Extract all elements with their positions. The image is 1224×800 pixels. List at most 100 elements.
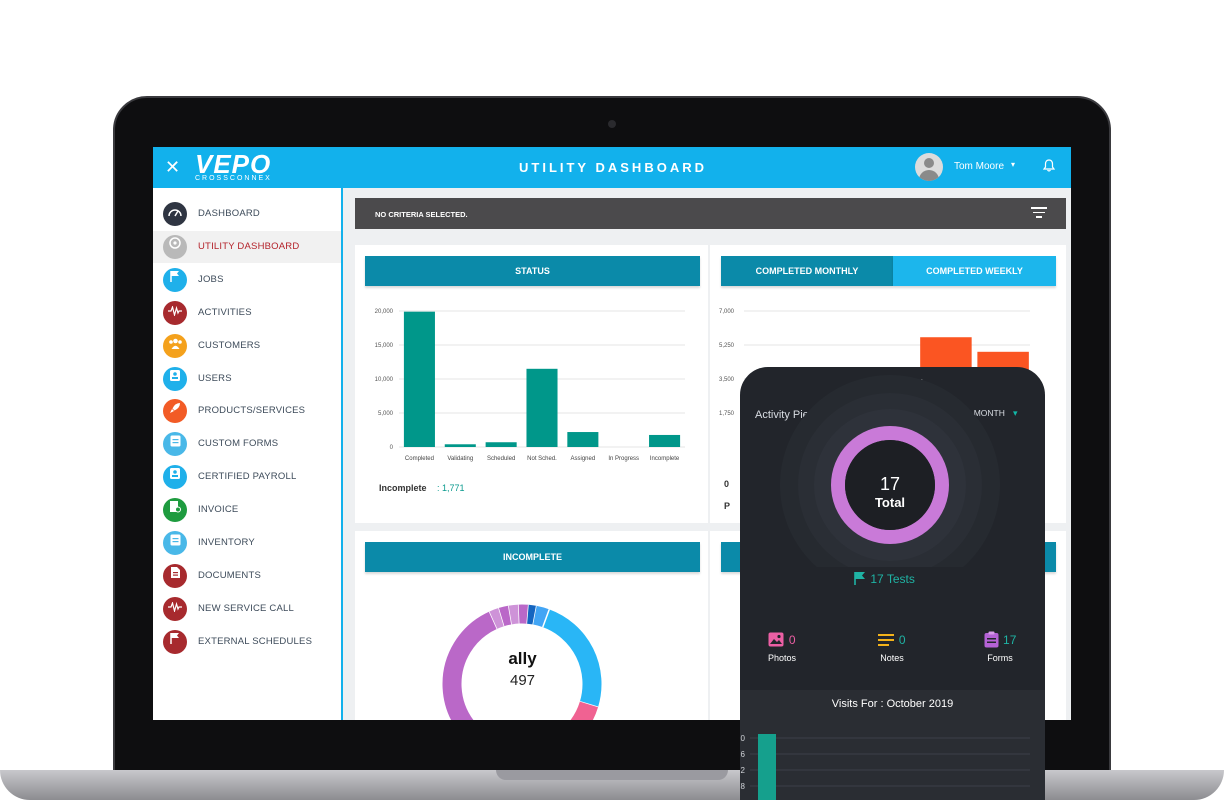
sidebar-item-products-services[interactable]: PRODUCTS/SERVICES xyxy=(153,395,341,427)
status-card: STATUS 0 5,000 10,000 15,000 20,000 Completed… xyxy=(355,245,708,523)
tab-completed-weekly[interactable]: COMPLETED WEEKLY xyxy=(893,256,1056,286)
chevron-down-icon[interactable]: ▾ xyxy=(1013,408,1018,418)
avatar[interactable] xyxy=(915,153,943,181)
sidebar-item-label: UTILITY DASHBOARD xyxy=(198,240,300,252)
sidebar-item-inventory[interactable]: INVENTORY xyxy=(153,527,341,559)
top-bar: ✕ VEPO CROSSCONNEX UTILITY DASHBOARD Tom… xyxy=(153,147,1071,188)
sidebar-item-label: PRODUCTS/SERVICES xyxy=(198,405,306,417)
sidebar-item-external-schedules[interactable]: EXTERNAL SCHEDULES xyxy=(153,626,341,658)
id-card-icon xyxy=(163,465,187,490)
ring-center xyxy=(845,440,935,530)
month-select[interactable]: THIS MONTH xyxy=(952,408,1005,418)
sidebar-item-custom-forms[interactable]: CUSTOM FORMS xyxy=(153,428,341,460)
status-card-title: STATUS xyxy=(365,256,700,286)
y-tick-label: 6 xyxy=(741,750,746,759)
invoice-icon xyxy=(163,498,187,523)
y-tick-label: 3,500 xyxy=(719,377,735,383)
slice-separator xyxy=(526,604,530,624)
logo-main: VEPO xyxy=(195,149,272,179)
filter-icon[interactable] xyxy=(1031,207,1047,221)
visits-title: Visits For : October 2019 xyxy=(831,698,954,710)
sidebar-item-label: DASHBOARD xyxy=(198,208,260,219)
clipboard-icon xyxy=(163,432,187,457)
donut-slice xyxy=(526,604,537,625)
tests-value: 17 xyxy=(870,572,884,587)
id-card-icon xyxy=(163,366,187,391)
activity-pie-label: Activity Pie xyxy=(755,409,809,421)
sidebar-item-utility-dashboard[interactable]: UTILITY DASHBOARD xyxy=(153,230,341,263)
bar xyxy=(444,444,476,447)
sidebar-item-users[interactable]: USERS xyxy=(153,363,341,395)
tests-row: 17 Tests xyxy=(853,571,915,589)
y-tick-label: 8 xyxy=(741,782,746,791)
photos-stat[interactable]: 0 Photos xyxy=(758,631,806,663)
status-footer-label: Incomplete xyxy=(379,483,427,493)
bar xyxy=(758,734,776,800)
y-tick-label: 20,000 xyxy=(375,309,394,315)
avatar-body xyxy=(919,170,939,181)
donut-slice xyxy=(442,611,498,720)
sidebar-item-customers[interactable]: CUSTOMERS xyxy=(153,330,341,362)
sidebar-item-documents[interactable]: DOCUMENTS xyxy=(153,560,341,592)
bar xyxy=(567,432,599,447)
user-name[interactable]: Tom Moore xyxy=(954,161,1005,172)
close-icon[interactable]: ✕ xyxy=(165,157,181,177)
x-tick-label: In Progress xyxy=(608,456,639,462)
sidebar-item-label: USERS xyxy=(198,372,232,384)
x-tick-label: Completed xyxy=(405,456,434,462)
sidebar-item-label: INVOICE xyxy=(198,504,239,516)
donut-slice xyxy=(570,701,599,720)
sidebar: DASHBOARD UTILITY DASHBOARD JOBS ACTIVITIES… xyxy=(153,188,343,720)
sidebar-item-label: CERTIFIED PAYROLL xyxy=(198,471,297,483)
y-tick-label: 0 xyxy=(741,734,746,743)
logo: VEPO CROSSCONNEX xyxy=(195,151,272,182)
sidebar-item-label: CUSTOM FORMS xyxy=(198,438,279,450)
status-chart: 0 5,000 10,000 15,000 20,000 Completed Validat… xyxy=(375,309,685,462)
rocket-icon xyxy=(163,399,187,424)
visits-panel: Visits For : October 2019 0 6 2 8 xyxy=(740,690,1045,800)
sidebar-item-label: CUSTOMERS xyxy=(198,339,261,351)
bar xyxy=(649,434,681,447)
gauge-icon xyxy=(163,202,187,226)
sidebar-item-invoice[interactable]: INVOICE xyxy=(153,494,341,526)
sidebar-item-dashboard[interactable]: DASHBOARD xyxy=(153,198,341,230)
visits-chart: 0 6 2 8 xyxy=(741,734,1030,800)
bell-icon[interactable] xyxy=(1042,159,1056,175)
x-tick-label: Scheduled xyxy=(487,456,515,462)
tab-completed-monthly[interactable]: COMPLETED MONTHLY xyxy=(721,256,893,286)
flag-icon xyxy=(853,571,867,589)
donut-slice xyxy=(542,609,602,708)
notes-stat[interactable]: 0 Notes xyxy=(868,631,916,663)
incomplete-card: INCOMPLETE ally 497 xyxy=(355,531,708,720)
bar xyxy=(403,311,435,447)
sidebar-item-label: EXTERNAL SCHEDULES xyxy=(198,635,313,647)
photos-value: 0 xyxy=(788,633,796,647)
sidebar-item-jobs[interactable]: JOBS xyxy=(153,264,341,296)
chevron-down-icon[interactable]: ▾ xyxy=(1011,160,1016,169)
camera xyxy=(608,120,616,128)
bar xyxy=(485,442,517,447)
phone-app: Dashboard Activity Pie THIS MONTH ▾ 17 T… xyxy=(740,367,1045,800)
donut-slice xyxy=(508,604,520,625)
laptop-notch xyxy=(496,770,728,780)
sidebar-item-new-service-call[interactable]: NEW SERVICE CALL xyxy=(153,593,341,625)
y-tick-label: 5,000 xyxy=(378,411,394,417)
wave-icon xyxy=(163,596,187,621)
total-label: Total xyxy=(874,495,906,510)
avatar-head xyxy=(924,158,934,168)
sidebar-item-label: NEW SERVICE CALL xyxy=(198,602,294,614)
criteria-text: NO CRITERIA SELECTED. xyxy=(375,210,468,219)
forms-stat[interactable]: 17 Forms xyxy=(974,631,1026,663)
y-tick-label: 10,000 xyxy=(375,377,394,383)
forms-icon xyxy=(984,631,999,648)
wave-icon xyxy=(163,300,187,325)
flag-icon xyxy=(163,629,187,654)
sidebar-item-activities[interactable]: ACTIVITIES xyxy=(153,297,341,329)
clipboard-icon xyxy=(163,531,187,555)
target-icon xyxy=(163,234,187,259)
photos-label: Photos xyxy=(767,653,797,663)
status-footer-value: : 1,771 xyxy=(437,483,465,493)
slice-separator xyxy=(532,605,538,625)
sidebar-item-certified-payroll[interactable]: CERTIFIED PAYROLL xyxy=(153,461,341,493)
